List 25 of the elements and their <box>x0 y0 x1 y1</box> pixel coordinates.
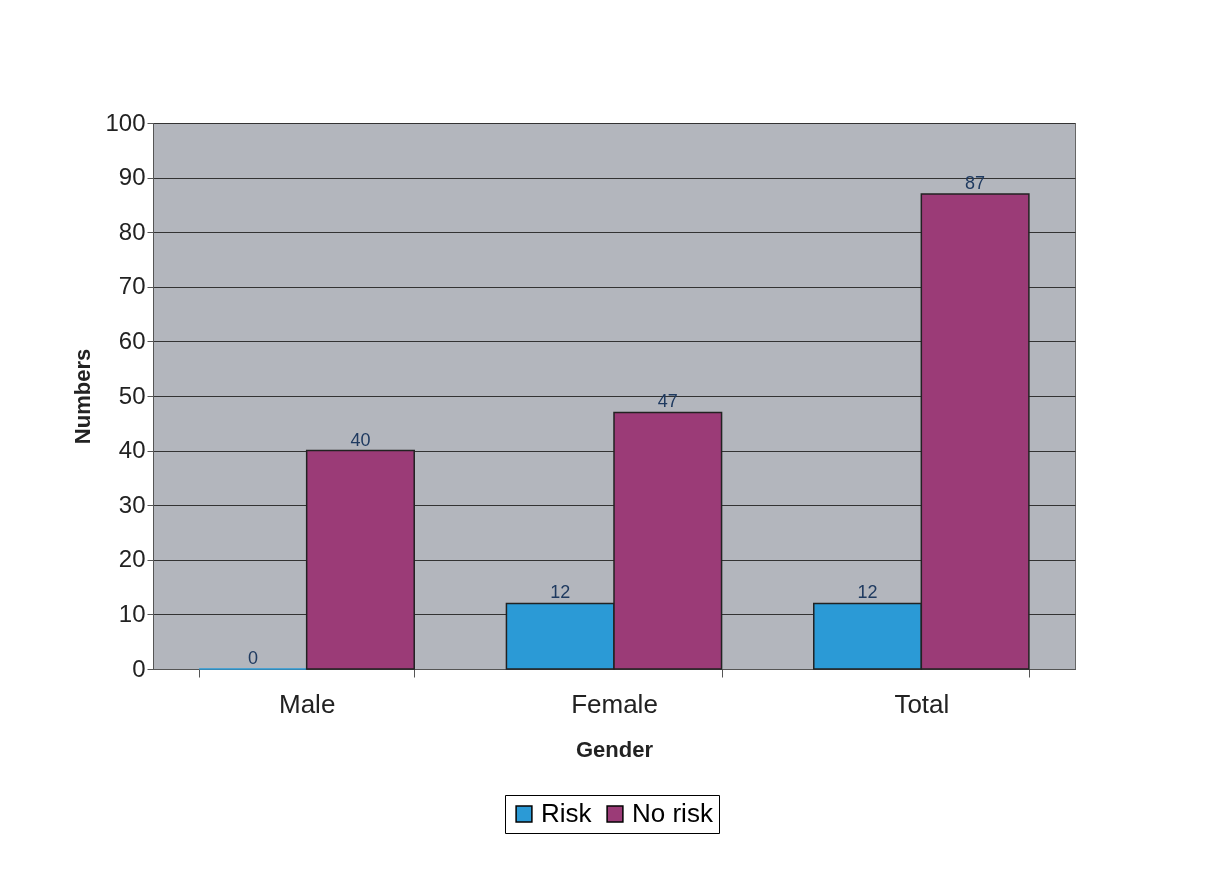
y-tick-label: 20 <box>118 545 146 573</box>
y-tick-label: 50 <box>118 381 146 409</box>
data-label: 12 <box>857 582 878 603</box>
legend-label: No risk <box>632 798 714 828</box>
y-tick-label: 100 <box>105 108 146 136</box>
bar <box>305 449 415 670</box>
legend-label: Risk <box>541 798 593 828</box>
y-tick-label: 90 <box>118 163 146 191</box>
data-label: 12 <box>550 582 571 603</box>
data-label: 47 <box>657 391 678 412</box>
x-tick-label: Total <box>894 688 950 719</box>
y-tick-label: 80 <box>118 217 146 245</box>
x-tick-label: Female <box>571 688 658 719</box>
x-axis-title: Gender <box>575 736 654 762</box>
y-axis-title: Numbers <box>70 348 96 445</box>
y-tick-label: 60 <box>118 326 146 354</box>
x-tick-label: Male <box>278 688 336 719</box>
y-tick-label: 30 <box>118 490 146 518</box>
data-label: 40 <box>350 429 371 450</box>
y-tick-label: 70 <box>118 272 146 300</box>
y-tick-label: 40 <box>118 436 146 464</box>
data-label: 0 <box>247 648 258 668</box>
y-tick-label: 10 <box>118 599 146 627</box>
data-label: 87 <box>965 172 986 193</box>
y-tick-label: 0 <box>132 654 146 682</box>
